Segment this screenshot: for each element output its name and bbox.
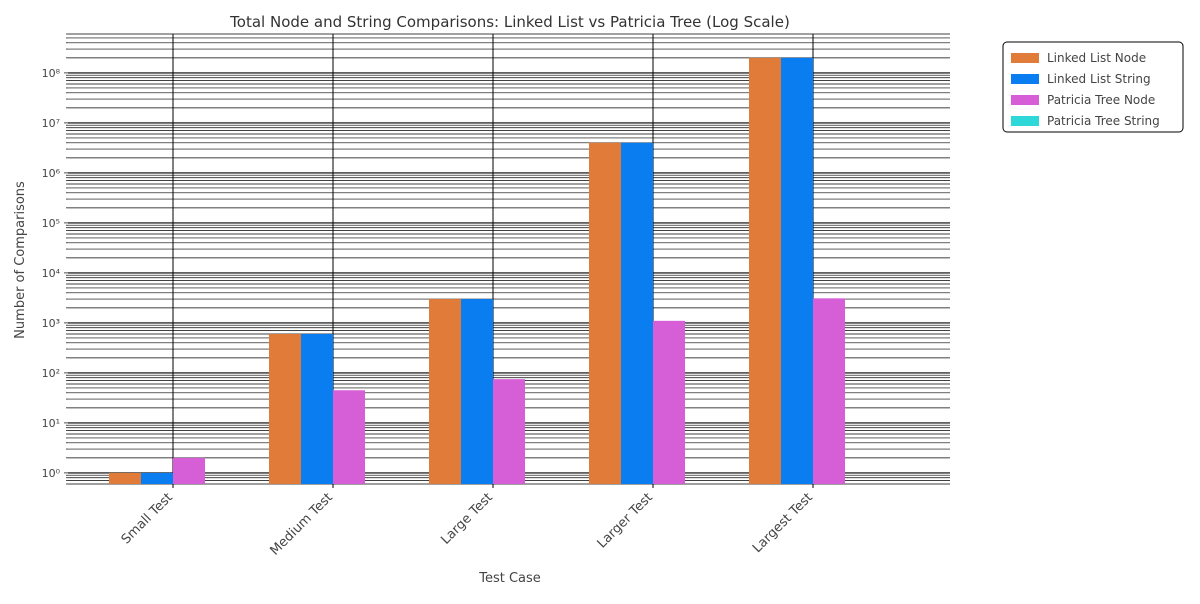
chart-title: Total Node and String Comparisons: Linke…	[229, 13, 790, 31]
y-tick-label: 10⁴	[42, 267, 61, 280]
legend-label: Patricia Tree Node	[1047, 93, 1155, 107]
y-tick-label: 10³	[42, 317, 60, 330]
y-tick-label: 10⁰	[42, 467, 61, 480]
y-axis-label: Number of Comparisons	[13, 181, 28, 339]
bar	[749, 57, 781, 484]
legend-label: Linked List Node	[1047, 51, 1146, 65]
bar	[173, 457, 205, 484]
x-tick-label: Larger Test	[595, 490, 656, 551]
x-tick-label: Largest Test	[750, 490, 816, 556]
y-tick-label: 10⁶	[42, 167, 61, 180]
x-axis-label: Test Case	[478, 571, 541, 586]
legend-label: Patricia Tree String	[1047, 114, 1160, 128]
bar	[269, 334, 301, 484]
legend-swatch	[1011, 116, 1039, 126]
bar	[301, 334, 333, 484]
x-tick-label: Small Test	[119, 490, 176, 547]
bar	[589, 142, 621, 484]
bar	[141, 472, 173, 484]
bar	[653, 320, 685, 484]
legend: Linked List Node Linked List String Patric…	[1002, 41, 1184, 133]
legend-swatch	[1011, 74, 1039, 84]
legend-swatch	[1011, 95, 1039, 105]
y-tick-label: 10⁵	[42, 217, 60, 230]
y-tick-label: 10²	[42, 367, 60, 380]
legend-swatch	[1011, 53, 1039, 63]
y-tick-label: 10⁸	[42, 67, 61, 80]
bar	[781, 57, 813, 484]
y-tick-label: 10⁷	[42, 117, 60, 130]
bars	[109, 57, 845, 484]
bar	[109, 472, 141, 484]
bar	[429, 299, 461, 484]
y-tick-label: 10¹	[42, 417, 60, 430]
bar	[493, 379, 525, 484]
legend-box	[1002, 41, 1184, 133]
bar	[461, 299, 493, 484]
x-tick-label: Medium Test	[267, 490, 335, 558]
bar	[621, 142, 653, 484]
bar	[813, 298, 845, 484]
bar	[333, 390, 365, 484]
legend-label: Linked List String	[1047, 72, 1151, 86]
x-tick-label: Large Test	[438, 490, 495, 547]
